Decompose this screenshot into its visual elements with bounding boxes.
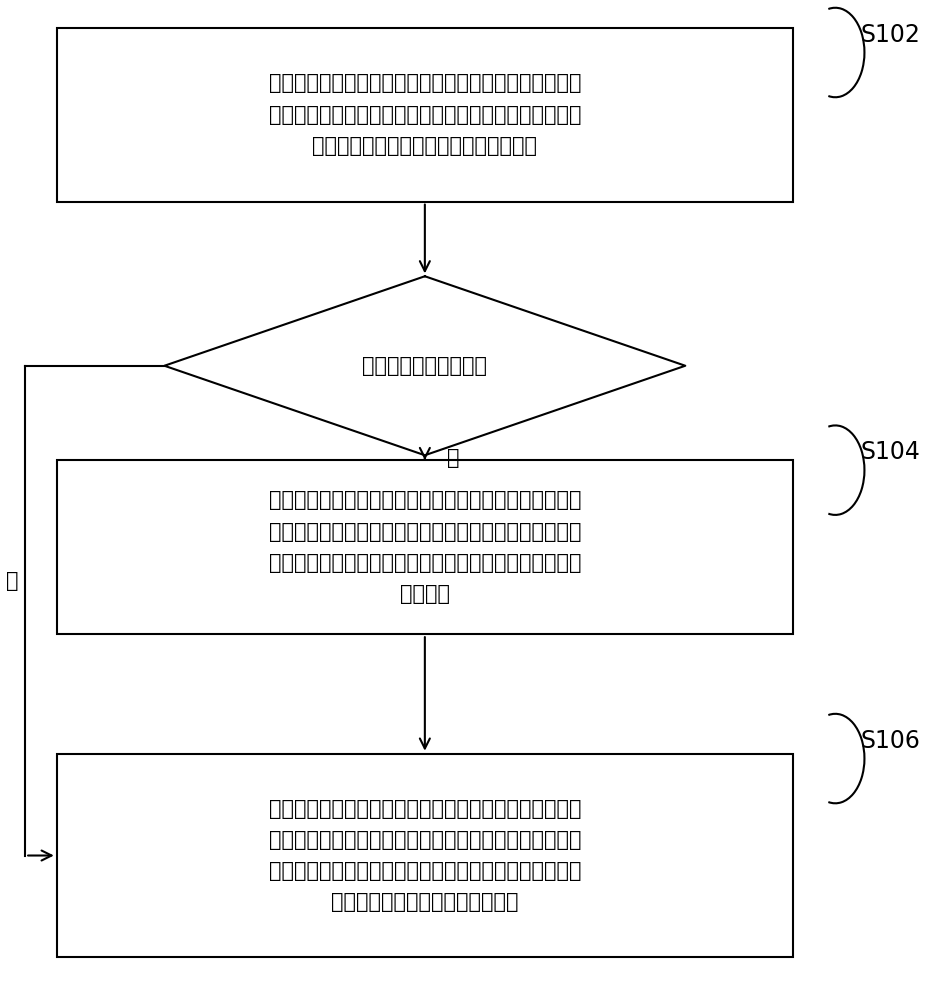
Text: S106: S106	[860, 729, 920, 753]
Text: 将所述普通令牌桶的令牌生成速率设置为所述第一初始令
牌生成速率，并将所述共享令牌桶的令牌生成速率更新为
所述第二初始令牌生成速率与当前时刻各个空闲的普通令
牌桶: 将所述普通令牌桶的令牌生成速率设置为所述第一初始令 牌生成速率，并将所述共享令牌…	[269, 799, 581, 912]
Text: 是: 是	[447, 448, 460, 468]
Text: 所述普通令牌桶空闲？: 所述普通令牌桶空闲？	[362, 356, 487, 376]
Text: 将所述普通令牌桶的令牌生成速率设置为零，并将所述共
享令牌桶的令牌生成速率更新为所述第二初始令牌生成速
率与当前时刻各个空闲的普通令牌桶的第一初始令牌生成
速率: 将所述普通令牌桶的令牌生成速率设置为零，并将所述共 享令牌桶的令牌生成速率更新为…	[269, 490, 581, 604]
Bar	[57, 28, 793, 202]
Bar	[57, 754, 793, 957]
Bar	[57, 460, 793, 634]
Text: S102: S102	[860, 23, 920, 47]
Text: 对各个调度实体分别设置普通令牌桶，并设置共享令牌桶
，其中，所述普通令牌桶具有第一初始令牌生成速率，所
述共享令牌桶具有第二初始令牌生成速率: 对各个调度实体分别设置普通令牌桶，并设置共享令牌桶 ，其中，所述普通令牌桶具有第…	[269, 73, 581, 156]
Text: 否: 否	[6, 571, 18, 591]
Text: S104: S104	[860, 440, 920, 464]
